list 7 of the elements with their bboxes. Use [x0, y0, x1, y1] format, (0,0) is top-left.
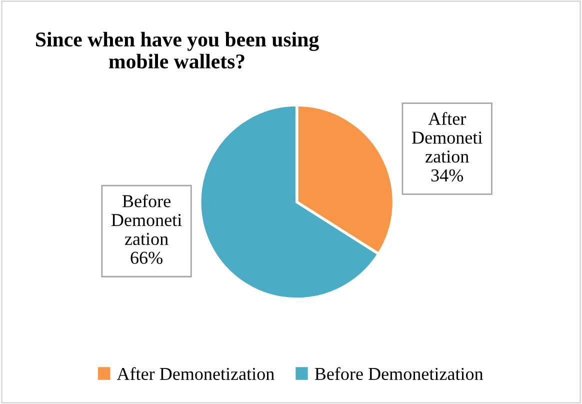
slice-label: Before Demonetization [111, 194, 182, 246]
slice-label: After Demonetization [412, 112, 482, 163]
data-label: 66% [130, 252, 162, 264]
chart-title: Since when have you been using mobile wallets? [36, 32, 319, 69]
data-label: 34% [431, 169, 464, 182]
legend-label: Before Demonetization [314, 367, 484, 380]
legend-label: After Demonetization [116, 367, 274, 380]
